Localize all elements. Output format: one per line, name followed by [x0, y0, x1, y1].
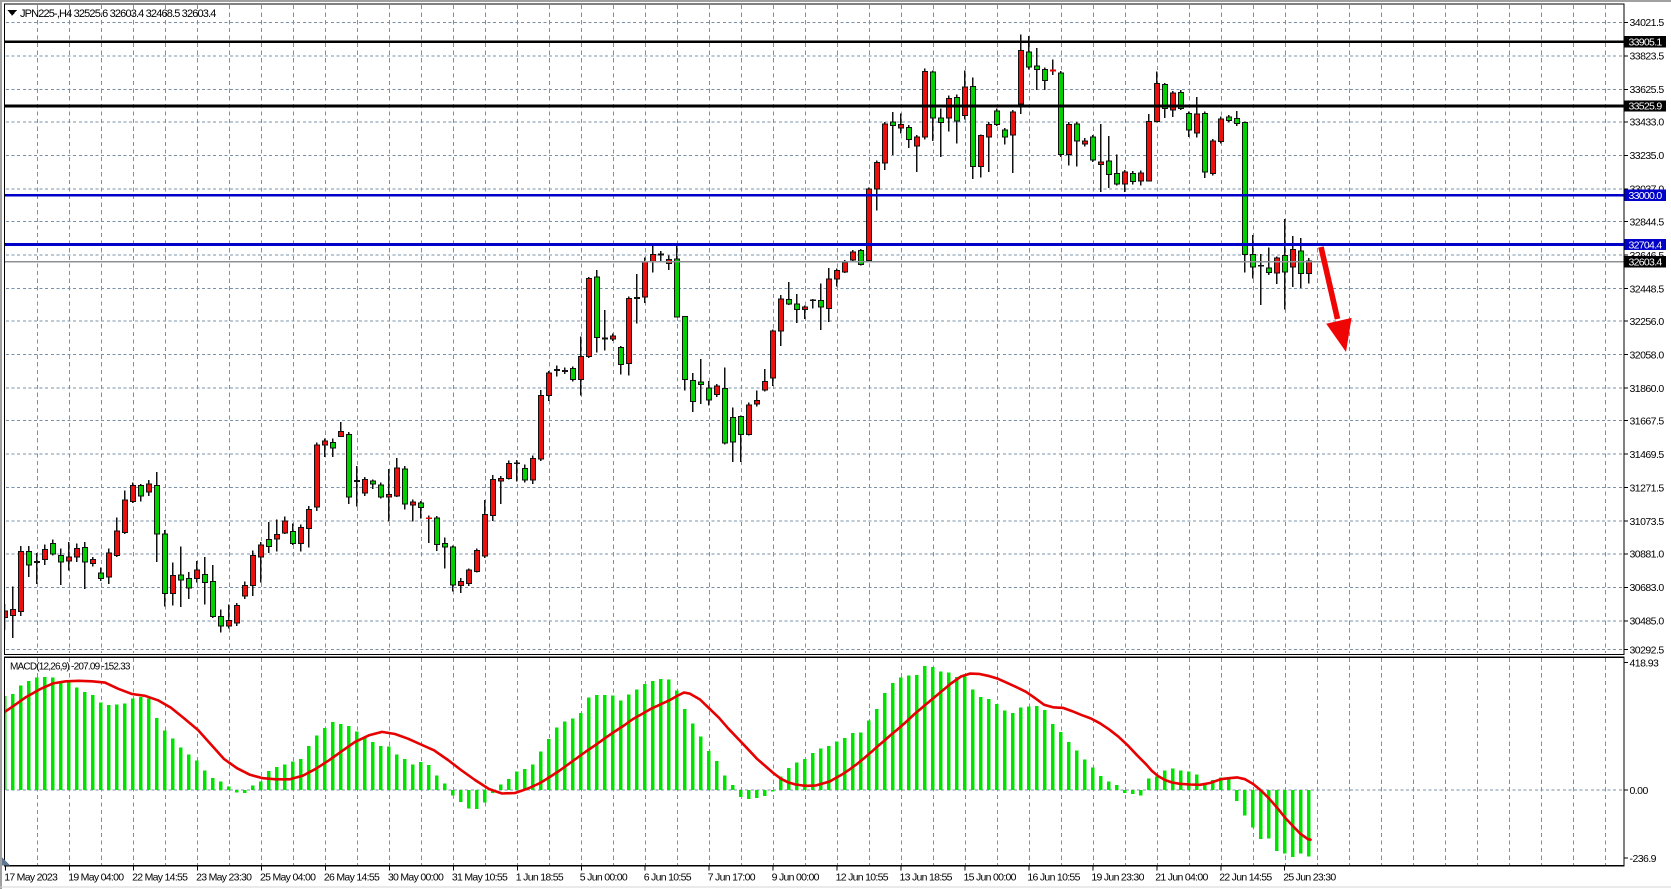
svg-text:15 Jun 00:00: 15 Jun 00:00 — [964, 872, 1017, 884]
svg-text:31271.5: 31271.5 — [1630, 483, 1665, 495]
svg-text:17 May 2023: 17 May 2023 — [4, 872, 58, 884]
svg-text:30485.0: 30485.0 — [1630, 616, 1665, 628]
svg-text:21 Jun 04:00: 21 Jun 04:00 — [1155, 872, 1208, 884]
svg-text:12 Jun 10:55: 12 Jun 10:55 — [836, 872, 889, 884]
svg-text:34021.5: 34021.5 — [1630, 17, 1665, 29]
svg-text:0.00: 0.00 — [1630, 785, 1649, 797]
svg-text:30 May 00:00: 30 May 00:00 — [388, 872, 444, 884]
svg-text:6 Jun 10:55: 6 Jun 10:55 — [644, 872, 692, 884]
svg-text:JPN225-,H4 32525.6 32603.4 32: JPN225-,H4 32525.6 32603.4 32468.5 32603… — [20, 8, 216, 20]
svg-text:19 Jun 23:30: 19 Jun 23:30 — [1091, 872, 1144, 884]
svg-text:33905.1: 33905.1 — [1629, 37, 1663, 49]
svg-text:33433.0: 33433.0 — [1630, 117, 1665, 129]
svg-text:32256.0: 32256.0 — [1630, 316, 1665, 328]
svg-text:32448.5: 32448.5 — [1630, 283, 1665, 295]
svg-text:31469.5: 31469.5 — [1630, 449, 1665, 461]
svg-text:1 Jun 18:55: 1 Jun 18:55 — [516, 872, 564, 884]
svg-text:31 May 10:55: 31 May 10:55 — [452, 872, 508, 884]
svg-text:-236.9: -236.9 — [1630, 853, 1657, 865]
svg-text:31667.5: 31667.5 — [1630, 416, 1665, 428]
svg-text:33235.0: 33235.0 — [1630, 150, 1665, 162]
svg-text:19 May 04:00: 19 May 04:00 — [68, 872, 124, 884]
svg-text:32603.4: 32603.4 — [1629, 257, 1663, 269]
svg-text:32704.4: 32704.4 — [1629, 239, 1663, 251]
svg-text:33823.5: 33823.5 — [1630, 51, 1665, 63]
svg-text:30683.0: 30683.0 — [1630, 582, 1665, 594]
svg-text:MACD(12,26,9) -207.09 -152.33: MACD(12,26,9) -207.09 -152.33 — [10, 662, 131, 673]
svg-text:26 May 14:55: 26 May 14:55 — [324, 872, 380, 884]
svg-text:23 May 23:30: 23 May 23:30 — [196, 872, 252, 884]
svg-text:9 Jun 00:00: 9 Jun 00:00 — [772, 872, 820, 884]
svg-text:30292.5: 30292.5 — [1630, 644, 1665, 656]
svg-text:30881.0: 30881.0 — [1630, 549, 1665, 561]
svg-text:33525.9: 33525.9 — [1629, 101, 1663, 113]
svg-text:22 Jun 14:55: 22 Jun 14:55 — [1219, 872, 1272, 884]
svg-text:7 Jun 17:00: 7 Jun 17:00 — [708, 872, 756, 884]
svg-text:33625.5: 33625.5 — [1630, 84, 1665, 96]
svg-text:33000.0: 33000.0 — [1629, 190, 1663, 202]
svg-text:13 Jun 18:55: 13 Jun 18:55 — [900, 872, 953, 884]
svg-text:31073.5: 31073.5 — [1630, 516, 1665, 528]
svg-text:25 Jun 23:30: 25 Jun 23:30 — [1283, 872, 1336, 884]
svg-text:32058.0: 32058.0 — [1630, 349, 1665, 361]
svg-text:5 Jun 00:00: 5 Jun 00:00 — [580, 872, 628, 884]
svg-text:418.93: 418.93 — [1630, 657, 1660, 669]
svg-text:32844.5: 32844.5 — [1630, 216, 1665, 228]
svg-text:16 Jun 10:55: 16 Jun 10:55 — [1027, 872, 1080, 884]
svg-text:25 May 04:00: 25 May 04:00 — [260, 872, 316, 884]
svg-text:31860.0: 31860.0 — [1630, 383, 1665, 395]
svg-text:22 May 14:55: 22 May 14:55 — [132, 872, 188, 884]
